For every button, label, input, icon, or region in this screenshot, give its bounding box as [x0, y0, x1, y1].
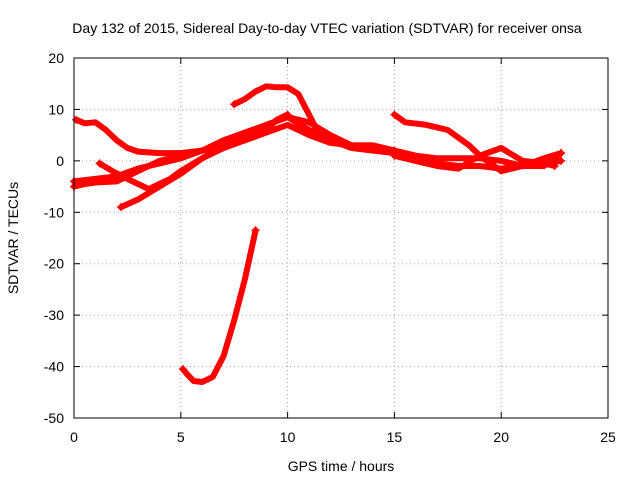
- series-line: [71, 124, 270, 190]
- series-arc-5: [230, 83, 335, 145]
- point-marker: [251, 226, 260, 235]
- point-marker: [72, 115, 81, 124]
- point-marker: [178, 365, 187, 374]
- point-marker: [326, 136, 335, 145]
- x-tick-label: 15: [387, 429, 403, 445]
- series-line: [231, 83, 334, 144]
- x-tick-label: 0: [70, 429, 78, 445]
- y-tick-label: -50: [44, 410, 64, 426]
- x-axis-label: GPS time / hours: [288, 458, 395, 474]
- chart-title: Day 132 of 2015, Sidereal Day-to-day VTE…: [72, 20, 582, 36]
- y-axis-label: SDTVAR / TECUs: [5, 182, 21, 294]
- series-line: [179, 227, 259, 385]
- x-tick-label: 5: [177, 429, 185, 445]
- y-tick-label: 0: [56, 153, 64, 169]
- point-marker: [95, 159, 104, 168]
- point-marker: [557, 156, 566, 165]
- y-tick-label: 20: [48, 50, 64, 66]
- series-arc-9: [178, 226, 260, 385]
- grid: [74, 58, 608, 418]
- y-tick-label: -10: [44, 204, 64, 220]
- x-tick-label: 10: [280, 429, 296, 445]
- y-tick-label: -40: [44, 359, 64, 375]
- y-tick-label: -30: [44, 307, 64, 323]
- point-marker: [116, 203, 125, 212]
- series-arc-8: [390, 145, 559, 172]
- y-tick-label: -20: [44, 256, 64, 272]
- y-tick-label: 10: [48, 101, 64, 117]
- x-tick-label: 20: [493, 429, 509, 445]
- point-marker: [390, 110, 399, 119]
- x-tick-label: 25: [600, 429, 616, 445]
- point-marker: [230, 100, 239, 109]
- series-line: [391, 145, 558, 172]
- point-marker: [550, 162, 559, 170]
- point-marker: [390, 151, 399, 160]
- plot-area: [70, 83, 566, 385]
- series-arc-1: [72, 115, 566, 169]
- ticks: 0 5 10 15 20 25 -50 -40 -30 -20 -10 0 10 20: [44, 50, 616, 445]
- point-marker: [262, 123, 271, 132]
- point-marker: [557, 149, 566, 158]
- plot-frame: [73, 57, 609, 419]
